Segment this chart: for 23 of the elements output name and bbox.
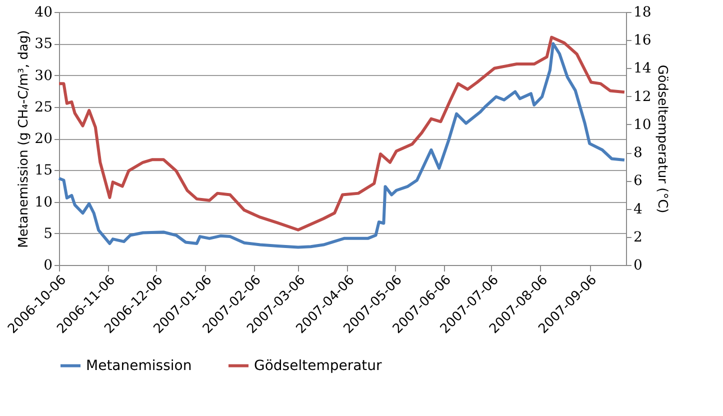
- y2-tick-label: 8: [634, 145, 642, 162]
- y2-tick-label: 2: [634, 229, 642, 246]
- legend-label: Metanemission: [86, 358, 192, 374]
- y-axis-title: Metanemission (g CH₄-C/m³, dag): [16, 30, 32, 248]
- y-tick-label: 5: [44, 226, 52, 242]
- legend-label: Gödseltemperatur: [254, 358, 382, 374]
- y2-tick-label: 18: [634, 4, 652, 20]
- y2-tick-label: 6: [634, 173, 642, 190]
- y-tick-label: 10: [34, 194, 52, 210]
- y-tick-label: 30: [34, 68, 52, 84]
- y-tick-label: 35: [34, 36, 52, 52]
- y-tick-label: 15: [34, 162, 52, 179]
- y-tick-label: 20: [34, 131, 52, 147]
- y-tick-label: 25: [34, 99, 52, 116]
- y2-tick-label: 14: [634, 60, 652, 77]
- y-tick-label: 40: [34, 4, 52, 20]
- y2-axis-title: Gödseltemperatur (°C): [654, 64, 670, 214]
- y2-tick-label: 0: [634, 258, 642, 274]
- y2-tick-label: 12: [634, 88, 652, 105]
- y2-tick-label: 4: [634, 201, 642, 218]
- y2-tick-label: 16: [634, 32, 652, 49]
- y-tick-label: 0: [44, 258, 52, 274]
- y2-tick-label: 10: [634, 116, 652, 133]
